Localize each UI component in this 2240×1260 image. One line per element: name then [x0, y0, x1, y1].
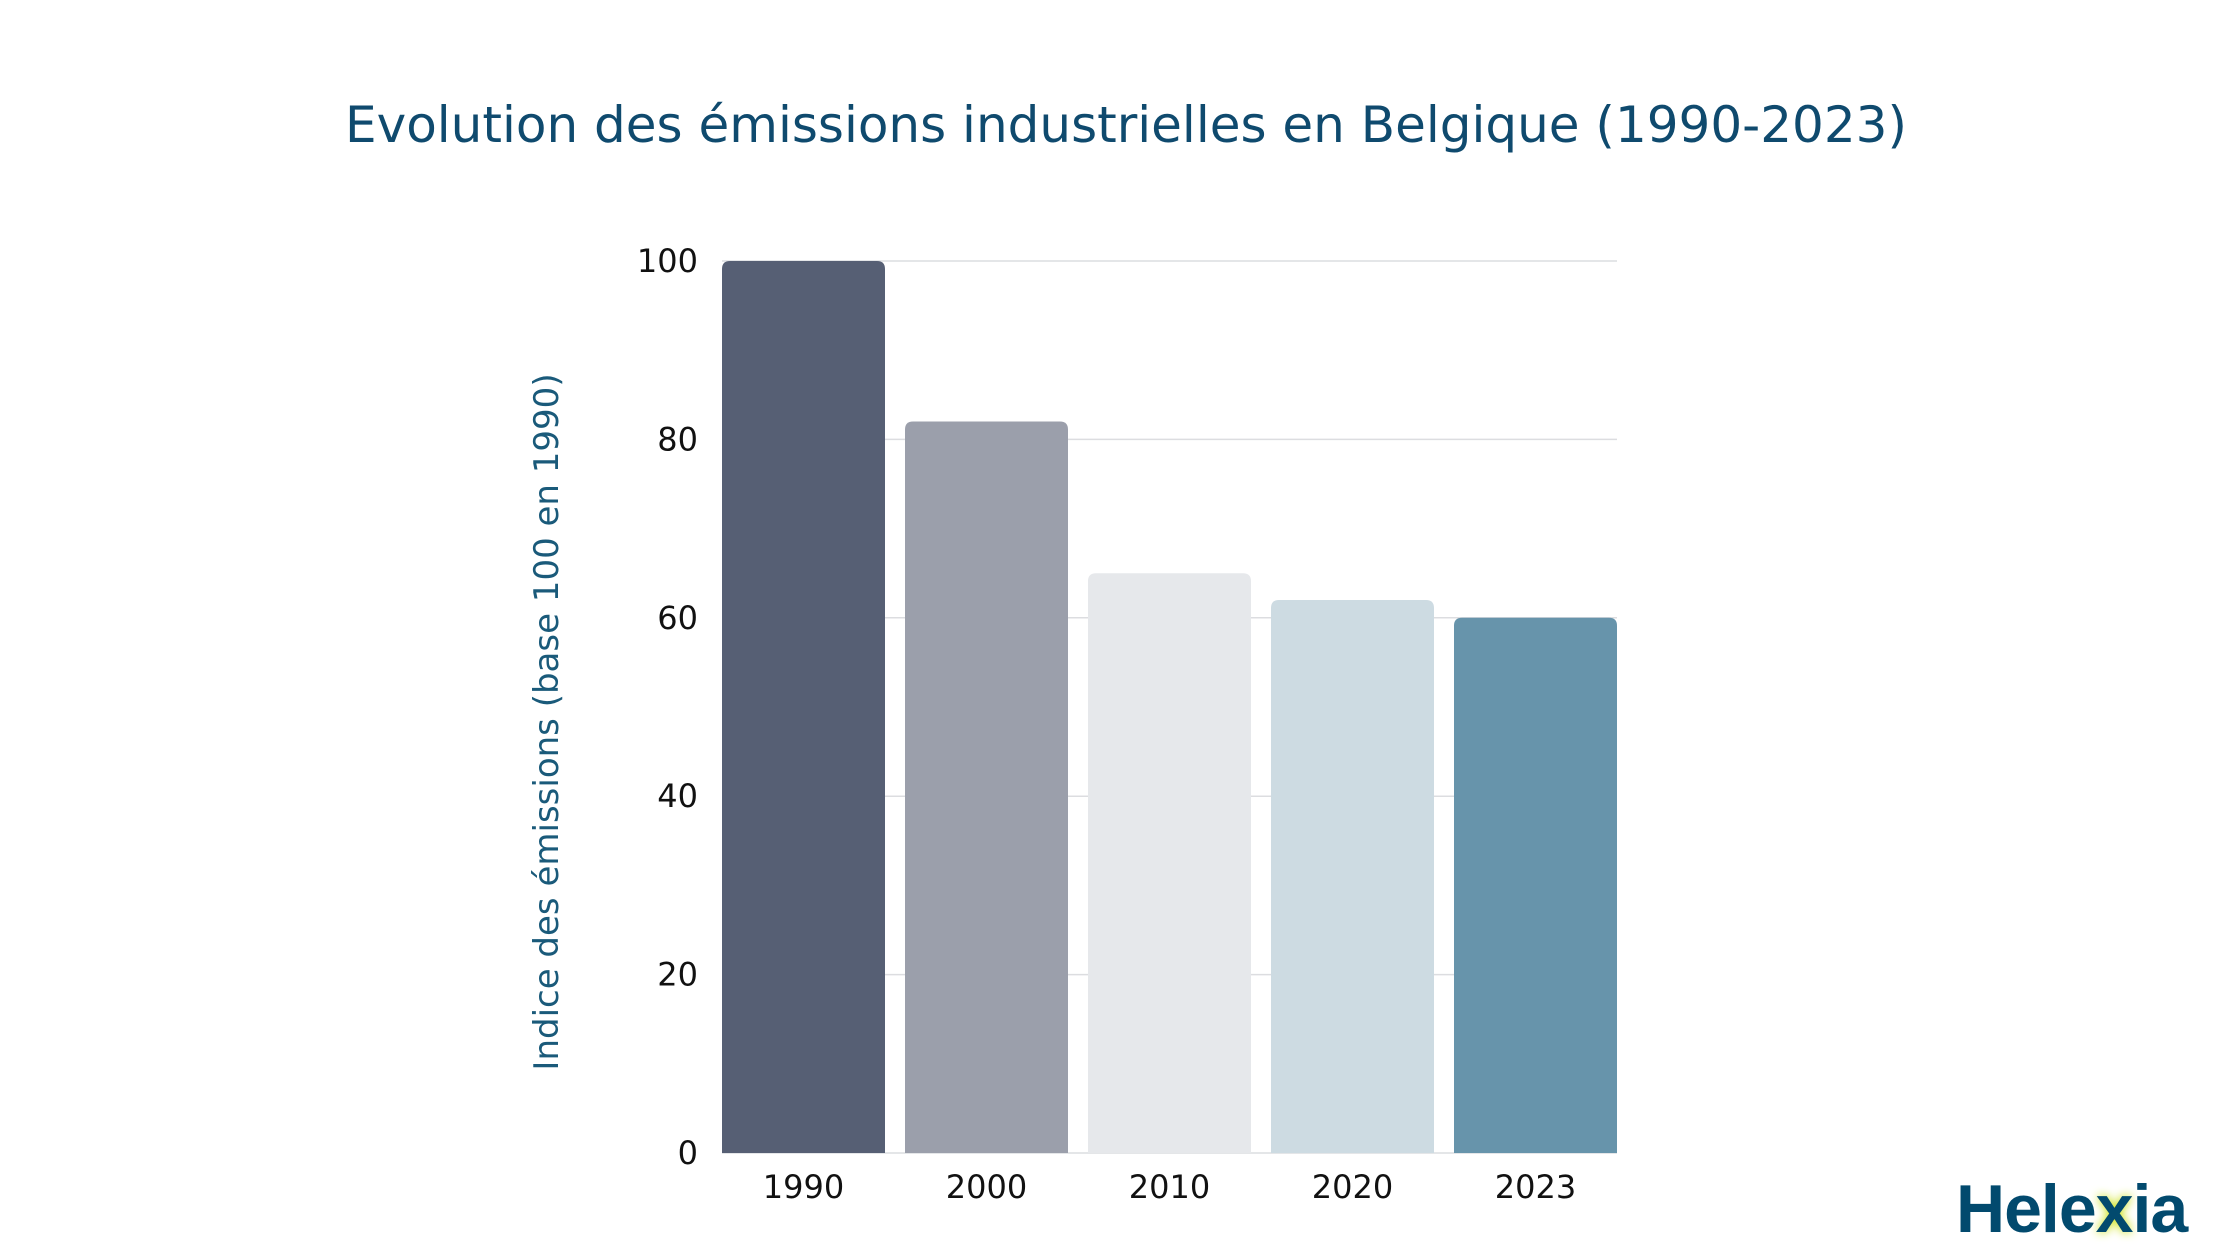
- x-tick-label: 2010: [1129, 1168, 1210, 1206]
- bar-2023: [1454, 617, 1617, 1153]
- y-tick-label: 100: [637, 242, 698, 280]
- logo-part: ia: [2132, 1171, 2188, 1247]
- y-tick-label: 60: [657, 599, 698, 637]
- x-tick-label: 1990: [763, 1168, 844, 1206]
- y-tick-label: 40: [657, 777, 698, 815]
- x-tick-label: 2020: [1312, 1168, 1393, 1206]
- bar-1990: [722, 261, 885, 1153]
- bar-2010: [1088, 573, 1251, 1153]
- y-tick-label: 80: [657, 420, 698, 458]
- chart-title: Evolution des émissions industrielles en…: [345, 96, 1907, 154]
- logo-part: x: [2095, 1171, 2134, 1247]
- bar-2000: [905, 421, 1068, 1153]
- x-tick-label: 2023: [1495, 1168, 1576, 1206]
- bar-2020: [1271, 599, 1434, 1153]
- helexia-logo: Helexia: [1956, 1170, 2188, 1248]
- y-tick-label: 20: [657, 956, 698, 994]
- y-tick-label: 0: [678, 1134, 698, 1172]
- x-tick-label: 2000: [946, 1168, 1027, 1206]
- logo-part: Hele: [1956, 1171, 2097, 1247]
